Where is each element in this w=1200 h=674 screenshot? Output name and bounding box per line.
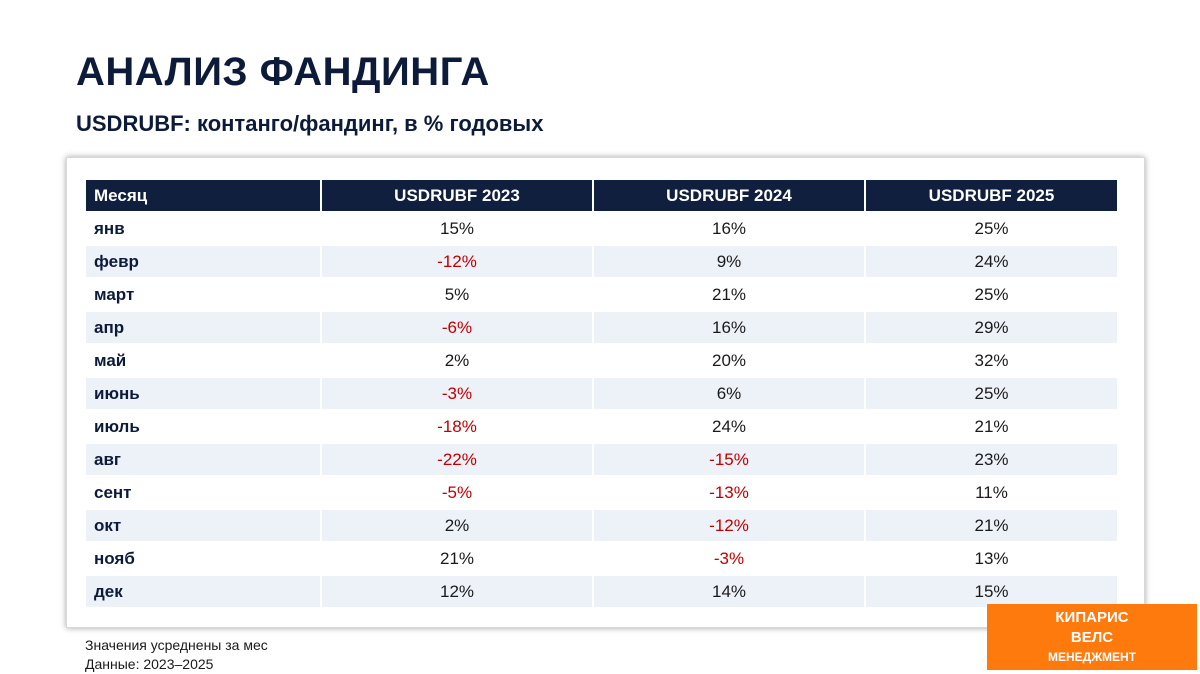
table-row: июль -18% 24% 21% <box>86 409 1117 443</box>
cell-usdrubf-2024: -3% <box>592 541 865 575</box>
table-header-row: Месяц USDRUBF 2023 USDRUBF 2024 USDRUBF … <box>86 180 1117 212</box>
cell-usdrubf-2024: 14% <box>592 574 865 607</box>
cell-usdrubf-2023: 5% <box>320 277 593 311</box>
cell-month: нояб <box>86 541 321 575</box>
cell-usdrubf-2023: -18% <box>320 409 593 443</box>
table-row: авг -22% -15% 23% <box>86 442 1117 476</box>
table-row: окт 2% -12% 21% <box>86 508 1117 542</box>
cell-month: янв <box>86 211 321 245</box>
cell-usdrubf-2024: -12% <box>592 508 865 542</box>
cell-usdrubf-2024: 16% <box>592 211 865 245</box>
table-row: февр -12% 9% 24% <box>86 244 1117 278</box>
cell-month: июль <box>86 409 321 443</box>
company-logo: КИПАРИС ВЕЛС МЕНЕДЖМЕНТ <box>987 604 1197 670</box>
table-row: дек 12% 14% 15% <box>86 574 1117 607</box>
table-row: май 2% 20% 32% <box>86 343 1117 377</box>
cell-usdrubf-2023: 12% <box>320 574 593 607</box>
cell-month: окт <box>86 508 321 542</box>
cell-usdrubf-2024: 6% <box>592 376 865 410</box>
table-row: март 5% 21% 25% <box>86 277 1117 311</box>
table-row: апр -6% 16% 29% <box>86 310 1117 344</box>
logo-line-2: ВЕЛС <box>1070 629 1114 646</box>
table-card: Месяц USDRUBF 2023 USDRUBF 2024 USDRUBF … <box>66 157 1145 628</box>
page-title: АНАЛИЗ ФАНДИНГА <box>76 50 490 94</box>
cell-usdrubf-2024: 21% <box>592 277 865 311</box>
footnote-averaging: Значения усреднены за мес <box>85 637 268 653</box>
cell-usdrubf-2025: 13% <box>864 541 1117 575</box>
cell-month: дек <box>86 574 321 607</box>
cell-usdrubf-2023: -6% <box>320 310 593 344</box>
table-row: янв 15% 16% 25% <box>86 211 1117 245</box>
table-body: янв 15% 16% 25% февр -12% 9% 24% март 5% 21% 25% апр… <box>86 211 1117 607</box>
cell-usdrubf-2024: 16% <box>592 310 865 344</box>
cell-usdrubf-2025: 32% <box>864 343 1117 377</box>
cell-usdrubf-2023: 15% <box>320 211 593 245</box>
column-header-month: Месяц <box>86 180 321 212</box>
cell-month: июнь <box>86 376 321 410</box>
cell-usdrubf-2024: 24% <box>592 409 865 443</box>
cell-month: авг <box>86 442 321 476</box>
page-subtitle: USDRUBF: контанго/фандинг, в % годовых <box>76 111 544 136</box>
cell-usdrubf-2025: 24% <box>864 244 1117 278</box>
cell-month: май <box>86 343 321 377</box>
table-row: июнь -3% 6% 25% <box>86 376 1117 410</box>
cell-usdrubf-2025: 15% <box>864 574 1117 607</box>
cell-month: сент <box>86 475 321 509</box>
column-header-2024: USDRUBF 2024 <box>592 180 865 212</box>
cell-month: март <box>86 277 321 311</box>
cell-usdrubf-2025: 25% <box>864 376 1117 410</box>
cell-usdrubf-2025: 25% <box>864 211 1117 245</box>
logo-line-3: МЕНЕДЖМЕНТ <box>1047 650 1137 664</box>
column-header-2023: USDRUBF 2023 <box>320 180 593 212</box>
cell-usdrubf-2023: -22% <box>320 442 593 476</box>
cell-usdrubf-2023: -3% <box>320 376 593 410</box>
cell-usdrubf-2025: 29% <box>864 310 1117 344</box>
funding-table: Месяц USDRUBF 2023 USDRUBF 2024 USDRUBF … <box>86 180 1117 607</box>
cell-usdrubf-2023: 21% <box>320 541 593 575</box>
cell-usdrubf-2024: -13% <box>592 475 865 509</box>
cell-usdrubf-2025: 11% <box>864 475 1117 509</box>
table-row: нояб 21% -3% 13% <box>86 541 1117 575</box>
cell-month: апр <box>86 310 321 344</box>
cell-usdrubf-2024: -15% <box>592 442 865 476</box>
cell-usdrubf-2025: 25% <box>864 277 1117 311</box>
cell-usdrubf-2023: -5% <box>320 475 593 509</box>
cell-month: февр <box>86 244 321 278</box>
cell-usdrubf-2025: 23% <box>864 442 1117 476</box>
table-row: сент -5% -13% 11% <box>86 475 1117 509</box>
cell-usdrubf-2024: 20% <box>592 343 865 377</box>
cell-usdrubf-2025: 21% <box>864 508 1117 542</box>
cell-usdrubf-2023: 2% <box>320 343 593 377</box>
column-header-2025: USDRUBF 2025 <box>864 180 1117 212</box>
footnote-data-period: Данные: 2023–2025 <box>85 656 214 672</box>
logo-line-1: КИПАРИС <box>1055 609 1129 626</box>
cell-usdrubf-2024: 9% <box>592 244 865 278</box>
cell-usdrubf-2023: -12% <box>320 244 593 278</box>
cell-usdrubf-2025: 21% <box>864 409 1117 443</box>
cell-usdrubf-2023: 2% <box>320 508 593 542</box>
footnotes: Значения усреднены за мес Данные: 2023–2… <box>85 636 268 674</box>
